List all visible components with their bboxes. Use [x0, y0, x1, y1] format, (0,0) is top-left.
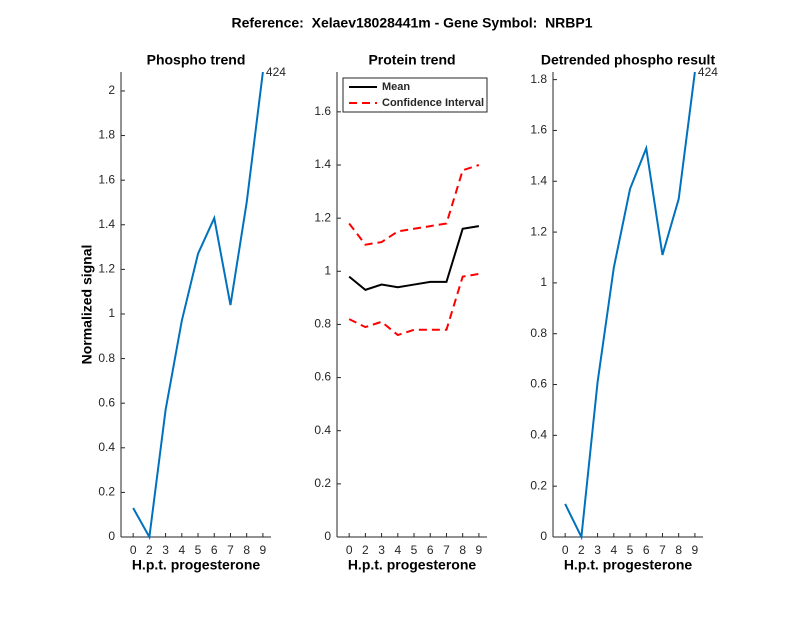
y-tick-label: 1.8 — [98, 128, 115, 142]
y-tick-label: 0.2 — [530, 478, 547, 492]
x-tick-label: 5 — [627, 543, 634, 557]
x-tick-label: 7 — [659, 543, 666, 557]
y-tick-label: 1 — [108, 306, 115, 320]
axes-title: Detrended phospho result — [541, 52, 716, 68]
x-axis-label: H.p.t. progesterone — [564, 557, 693, 573]
line-series — [132, 71, 264, 541]
x-tick-label: 6 — [643, 543, 650, 557]
y-tick-label: 1.2 — [530, 224, 547, 238]
legend-label: Mean — [382, 81, 410, 93]
y-tick-label: 1.4 — [98, 217, 115, 231]
y-tick-label: 1 — [324, 263, 331, 277]
y-tick-label: 0.8 — [98, 351, 115, 365]
x-tick-label: 6 — [427, 543, 434, 557]
x-tick-label: 4 — [178, 543, 185, 557]
x-tick-label: 4 — [610, 543, 617, 557]
y-axis-label: Normalized signal — [79, 245, 95, 365]
annotation: 424 — [698, 65, 718, 79]
y-tick-label: 1.6 — [530, 123, 547, 137]
x-tick-label: 8 — [675, 543, 682, 557]
y-tick-label: 0.4 — [530, 428, 547, 442]
annotation: 424 — [266, 65, 286, 79]
y-tick-label: 1.2 — [98, 262, 115, 276]
x-tick-label: 3 — [162, 543, 169, 557]
x-tick-label: 8 — [243, 543, 250, 557]
legend-box — [342, 77, 488, 113]
x-tick-label: 2 — [146, 543, 153, 557]
x-tick-label: 3 — [594, 543, 601, 557]
x-tick-label: 0 — [130, 543, 137, 557]
x-tick-label: 7 — [227, 543, 234, 557]
y-tick-label: 1.4 — [314, 157, 331, 171]
x-tick-label: 9 — [476, 543, 483, 557]
y-tick-label: 1.4 — [530, 173, 547, 187]
x-tick-label: 2 — [362, 543, 369, 557]
x-tick-label: 9 — [260, 543, 267, 557]
y-tick-label: 1 — [540, 275, 547, 289]
line-series — [348, 225, 480, 292]
y-tick-label: 1.8 — [530, 72, 547, 86]
y-tick-label: 0.2 — [314, 476, 331, 490]
axes-title: Phospho trend — [147, 52, 246, 68]
line-series — [564, 71, 696, 541]
y-tick-label: 0 — [324, 529, 331, 543]
y-tick-label: 0.6 — [98, 395, 115, 409]
x-tick-label: 5 — [195, 543, 202, 557]
x-tick-label: 5 — [411, 543, 418, 557]
axes-title: Protein trend — [368, 52, 455, 68]
y-tick-label: 0 — [108, 529, 115, 543]
y-tick-label: 0.8 — [530, 326, 547, 340]
x-tick-label: 2 — [578, 543, 585, 557]
y-tick-label: 0.4 — [314, 423, 331, 437]
x-axis-label: H.p.t. progesterone — [348, 557, 477, 573]
y-tick-label: 0.4 — [98, 440, 115, 454]
x-tick-label: 9 — [692, 543, 699, 557]
y-tick-label: 1.2 — [314, 210, 331, 224]
y-tick-label: 0.8 — [314, 317, 331, 331]
x-tick-label: 3 — [378, 543, 385, 557]
y-tick-label: 2 — [108, 83, 115, 97]
y-tick-label: 1.6 — [98, 172, 115, 186]
figure-title: Reference: Xelaev18028441m - Gene Symbol… — [231, 15, 592, 31]
x-tick-label: 0 — [346, 543, 353, 557]
x-tick-label: 6 — [211, 543, 218, 557]
x-tick-label: 8 — [459, 543, 466, 557]
x-axis-label: H.p.t. progesterone — [132, 557, 261, 573]
legend-label: Confidence Interval — [382, 97, 484, 109]
x-tick-label: 7 — [443, 543, 450, 557]
y-tick-label: 0.6 — [314, 370, 331, 384]
x-tick-label: 0 — [562, 543, 569, 557]
y-tick-label: 0 — [540, 529, 547, 543]
x-tick-label: 4 — [394, 543, 401, 557]
y-tick-label: 1.6 — [314, 104, 331, 118]
line-series — [348, 164, 480, 246]
y-tick-label: 0.6 — [530, 377, 547, 391]
y-tick-label: 0.2 — [98, 485, 115, 499]
